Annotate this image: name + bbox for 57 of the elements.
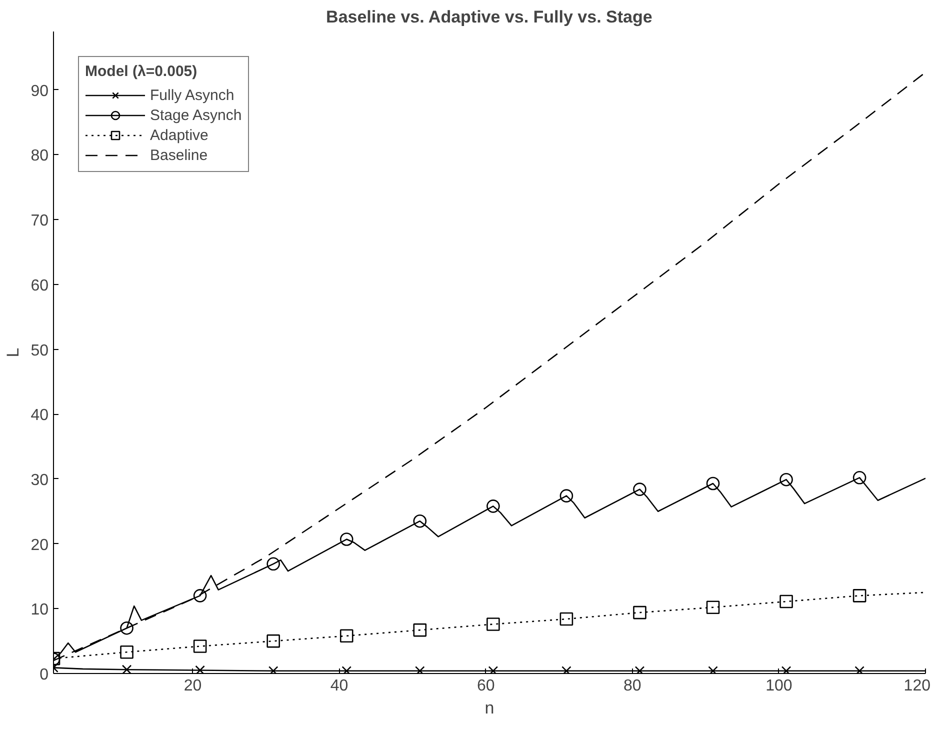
x-axis-title: n: [484, 698, 494, 718]
y-tick-label: 10: [30, 602, 49, 619]
point: [781, 666, 792, 674]
point: [193, 589, 207, 602]
x-tick-label: 20: [184, 678, 202, 694]
point: [193, 640, 207, 653]
x-tick-label: 100: [766, 678, 792, 694]
legend-label: Stage Asynch: [150, 106, 242, 124]
x-tick-label: 40: [330, 678, 348, 694]
point: [706, 600, 720, 614]
legend-label: Baseline: [150, 146, 208, 164]
point: [780, 594, 793, 608]
legend-label: Fully Asynch: [150, 86, 234, 104]
point: [340, 629, 354, 643]
point: [852, 471, 866, 484]
y-tick-label: 40: [30, 407, 49, 424]
y-tick-label: 90: [30, 82, 49, 100]
point: [340, 532, 354, 546]
point: [854, 666, 864, 674]
y-tick-label: 70: [30, 212, 49, 230]
point: [266, 634, 280, 648]
point: [268, 666, 278, 674]
y-tick-label: 50: [30, 342, 49, 360]
point: [195, 665, 205, 674]
point: [633, 482, 646, 496]
x-tick-label: 80: [623, 678, 642, 694]
point: [120, 621, 134, 635]
y-axis-title: L: [4, 348, 23, 358]
point: [560, 489, 574, 502]
x-tick-label: 60: [476, 678, 495, 694]
point: [706, 476, 720, 490]
point: [266, 557, 280, 571]
y-tick-label: 60: [30, 277, 49, 294]
point: [413, 514, 427, 528]
point: [486, 500, 500, 513]
point: [708, 666, 718, 674]
y-tick-label: 0: [40, 666, 49, 684]
legend-title: Model (λ=0.005): [85, 63, 198, 80]
point: [342, 666, 352, 674]
point: [122, 664, 132, 674]
point: [852, 589, 866, 602]
point: [633, 606, 646, 620]
point: [562, 666, 572, 674]
chart-title: Baseline vs. Adaptive vs. Fully vs. Stage: [326, 8, 652, 26]
point: [414, 666, 425, 674]
point: [780, 472, 793, 486]
y-tick-label: 30: [30, 472, 49, 489]
point: [120, 645, 134, 659]
y-tick-label: 80: [30, 148, 49, 165]
legend-label: Adaptive: [150, 126, 208, 144]
point: [486, 618, 500, 631]
point: [488, 666, 498, 674]
point: [560, 612, 574, 626]
point: [413, 623, 427, 637]
y-tick-label: 20: [30, 536, 49, 554]
point: [634, 666, 645, 674]
x-tick-label: 120: [904, 678, 931, 694]
